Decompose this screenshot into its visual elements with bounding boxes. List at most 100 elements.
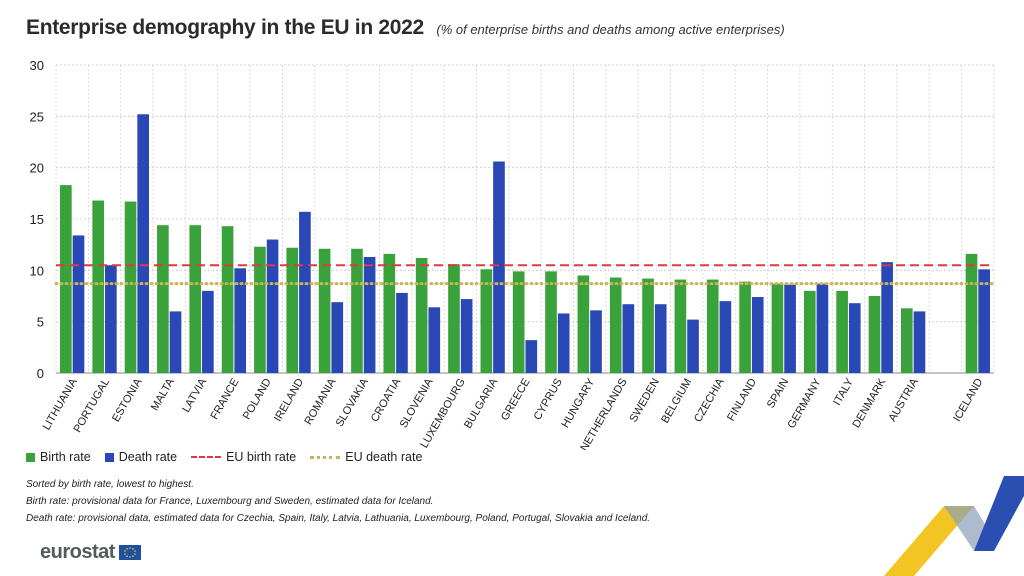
bar-birth-rate bbox=[383, 253, 396, 373]
bar-birth-rate bbox=[189, 225, 202, 373]
bar-birth-rate bbox=[351, 248, 363, 373]
bar-death-rate bbox=[881, 262, 893, 373]
chart-header: Enterprise demography in the EU in 2022 … bbox=[26, 16, 1004, 40]
bar-death-rate bbox=[654, 304, 667, 373]
bar-birth-rate bbox=[609, 277, 622, 373]
bar-birth-rate bbox=[254, 246, 266, 373]
bar-death-rate bbox=[493, 161, 505, 373]
legend-death: Death rate bbox=[104, 450, 178, 464]
x-tick-label: ESTONIA bbox=[110, 376, 145, 424]
bar-birth-rate bbox=[448, 264, 460, 373]
eu-flag-icon bbox=[118, 545, 141, 560]
bar-death-rate bbox=[590, 310, 602, 373]
legend-eu-death-line bbox=[310, 455, 341, 459]
bar-death-rate bbox=[719, 301, 732, 373]
bar-birth-rate bbox=[803, 290, 816, 373]
chart-title: Enterprise demography in the EU in 2022 bbox=[26, 16, 424, 39]
bar-birth-rate bbox=[706, 279, 719, 373]
legend-eu-death: EU death rate bbox=[310, 450, 422, 464]
y-tick-label: 20 bbox=[30, 161, 44, 176]
legend-eu-birth-line bbox=[191, 456, 222, 458]
x-tick-label: ITALY bbox=[831, 376, 856, 408]
x-tick-label: AUSTRIA bbox=[886, 376, 921, 424]
legend-death-label: Death rate bbox=[118, 450, 178, 464]
bar-birth-rate bbox=[836, 290, 848, 373]
note-death-rate: Death rate: provisional data, estimated … bbox=[26, 513, 651, 524]
x-tick-label: GREECE bbox=[499, 377, 533, 423]
note-birth-rate: Birth rate: provisional data for France,… bbox=[26, 496, 434, 507]
bar-death-rate bbox=[331, 302, 344, 373]
note-sorting: Sorted by birth rate, lowest to highest. bbox=[26, 479, 194, 490]
legend-eu-birth-label: EU birth rate bbox=[226, 450, 297, 464]
legend-birth: Birth rate bbox=[26, 450, 91, 464]
bar-birth-rate bbox=[124, 201, 137, 373]
legend-birth-label: Birth rate bbox=[40, 450, 91, 464]
bar-death-rate bbox=[460, 299, 473, 373]
bar-birth-rate bbox=[642, 278, 654, 373]
bar-birth-rate bbox=[157, 225, 169, 373]
x-tick-label: DENMARK bbox=[850, 376, 888, 430]
x-tick-label: CROATIA bbox=[369, 376, 404, 424]
bar-birth-rate bbox=[92, 200, 105, 373]
bar-birth-rate bbox=[577, 275, 590, 373]
legend-birth-swatch bbox=[26, 452, 35, 462]
bar-birth-rate bbox=[965, 253, 978, 373]
x-tick-label: HUNGARY bbox=[559, 376, 597, 430]
bar-birth-rate bbox=[221, 226, 234, 373]
bar-birth-rate bbox=[60, 185, 72, 373]
bar-death-rate bbox=[978, 269, 990, 373]
bar-death-rate bbox=[428, 307, 441, 373]
bar-death-rate bbox=[816, 283, 829, 373]
y-tick-label: 5 bbox=[37, 315, 44, 330]
bar-death-rate bbox=[202, 290, 214, 373]
bar-death-rate bbox=[784, 284, 796, 373]
bar-death-rate bbox=[137, 114, 150, 373]
x-tick-label: GERMANY bbox=[785, 376, 824, 431]
bar-birth-rate bbox=[900, 308, 913, 373]
bar-death-rate bbox=[396, 292, 408, 373]
legend-eu-death-label: EU death rate bbox=[345, 450, 423, 464]
bar-birth-rate bbox=[739, 281, 751, 373]
x-tick-label: BULGARIA bbox=[462, 376, 501, 431]
bar-death-rate bbox=[72, 235, 85, 373]
chart-notes: Sorted by birth rate, lowest to highest.… bbox=[26, 476, 650, 527]
y-tick-label: 30 bbox=[30, 58, 44, 73]
bar-death-rate bbox=[105, 265, 117, 373]
x-tick-label: ICELAND bbox=[951, 376, 985, 423]
y-tick-label: 10 bbox=[30, 263, 44, 278]
x-tick-label: CYPRUS bbox=[532, 377, 565, 423]
bar-birth-rate bbox=[480, 269, 493, 373]
chart-subtitle: (% of enterprise births and deaths among… bbox=[436, 22, 785, 37]
legend-death-swatch bbox=[104, 452, 114, 462]
bar-death-rate bbox=[234, 268, 247, 373]
bar-death-rate bbox=[751, 297, 764, 373]
x-tick-label: ROMANIA bbox=[302, 376, 338, 427]
bar-death-rate bbox=[525, 340, 538, 373]
x-tick-label: BELGIUM bbox=[659, 377, 694, 426]
x-tick-label: CZECHIA bbox=[692, 376, 727, 424]
bar-birth-rate bbox=[674, 279, 687, 373]
bar-death-rate bbox=[557, 313, 570, 373]
bar-death-rate bbox=[266, 239, 279, 373]
bar-death-rate bbox=[363, 256, 376, 373]
bar-birth-rate bbox=[318, 248, 331, 373]
bar-death-rate bbox=[299, 211, 311, 373]
x-tick-label: POLAND bbox=[241, 376, 274, 421]
decorative-chevron-graphic bbox=[884, 476, 1024, 576]
bar-birth-rate bbox=[512, 271, 525, 373]
x-tick-label: MALTA bbox=[149, 376, 177, 413]
x-tick-label: SWEDEN bbox=[627, 376, 662, 424]
bar-birth-rate bbox=[868, 296, 881, 373]
chart-legend: Birth rate Death rate EU birth rate EU d… bbox=[26, 450, 422, 464]
bar-death-rate bbox=[169, 311, 182, 373]
x-tick-label: SPAIN bbox=[765, 376, 792, 410]
logo-text: eurostat bbox=[40, 541, 115, 563]
x-tick-label: FINLAND bbox=[725, 376, 759, 423]
bar-birth-rate bbox=[415, 258, 428, 373]
bar-death-rate bbox=[622, 304, 635, 373]
x-tick-label: FRANCE bbox=[208, 377, 241, 422]
y-tick-label: 0 bbox=[37, 366, 44, 381]
x-tick-label: SLOVAKIA bbox=[334, 376, 372, 429]
bar-birth-rate bbox=[545, 271, 557, 373]
